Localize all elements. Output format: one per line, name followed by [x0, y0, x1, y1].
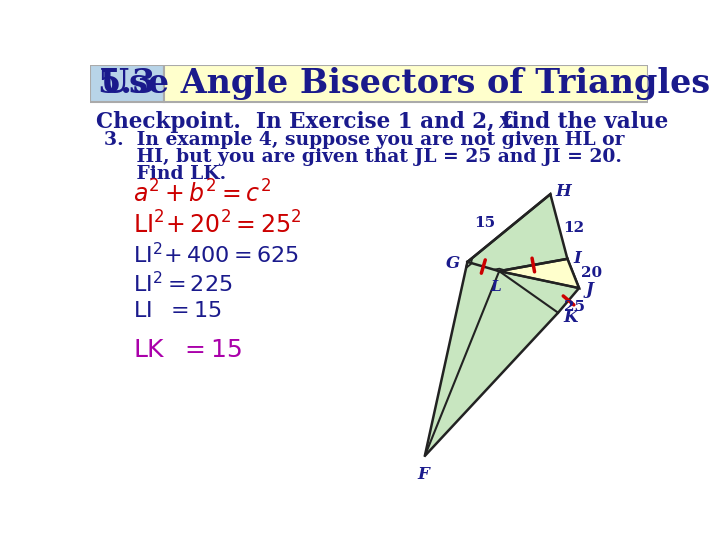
- Text: I: I: [574, 251, 581, 267]
- Text: K: K: [564, 309, 578, 326]
- Text: J: J: [585, 281, 593, 298]
- Text: $\mathrm{LI}\ \ =15$: $\mathrm{LI}\ \ =15$: [132, 300, 222, 322]
- Text: $a^2 + b^2 = c^2$: $a^2 + b^2 = c^2$: [132, 180, 271, 208]
- Text: F: F: [418, 466, 429, 483]
- Text: Use Angle Bisectors of Triangles: Use Angle Bisectors of Triangles: [100, 67, 711, 100]
- Text: HI, but you are given that JL = 25 and JI = 20.: HI, but you are given that JL = 25 and J…: [104, 148, 622, 166]
- Text: H: H: [556, 183, 572, 200]
- Text: $\mathrm{LI}^2\!+20^2 = 25^2$: $\mathrm{LI}^2\!+20^2 = 25^2$: [132, 211, 301, 239]
- Bar: [90, 65, 163, 102]
- Text: Checkpoint.  In Exercise 1 and 2, find the value: Checkpoint. In Exercise 1 and 2, find th…: [96, 111, 676, 133]
- Text: L: L: [491, 280, 501, 294]
- Text: 5.3: 5.3: [97, 67, 156, 100]
- Text: $\mathrm{LI}^2 = 225$: $\mathrm{LI}^2 = 225$: [132, 272, 232, 297]
- Text: 3.  In example 4, suppose you are not given HL or: 3. In example 4, suppose you are not giv…: [104, 131, 624, 149]
- Polygon shape: [499, 259, 579, 288]
- Text: 20: 20: [581, 266, 602, 280]
- Text: 15: 15: [474, 217, 495, 231]
- Text: .: .: [506, 111, 513, 133]
- Text: 25: 25: [564, 300, 585, 314]
- Text: $\mathrm{LI}^2\!+400 = 625$: $\mathrm{LI}^2\!+400 = 625$: [132, 243, 298, 268]
- Text: Find LK.: Find LK.: [104, 165, 226, 183]
- Text: G: G: [446, 255, 459, 272]
- Text: $\mathrm{LK}\ \ =15$: $\mathrm{LK}\ \ =15$: [132, 338, 241, 362]
- Text: 12: 12: [564, 221, 585, 235]
- Text: x: x: [498, 111, 511, 133]
- Bar: [163, 65, 648, 102]
- Polygon shape: [425, 194, 579, 456]
